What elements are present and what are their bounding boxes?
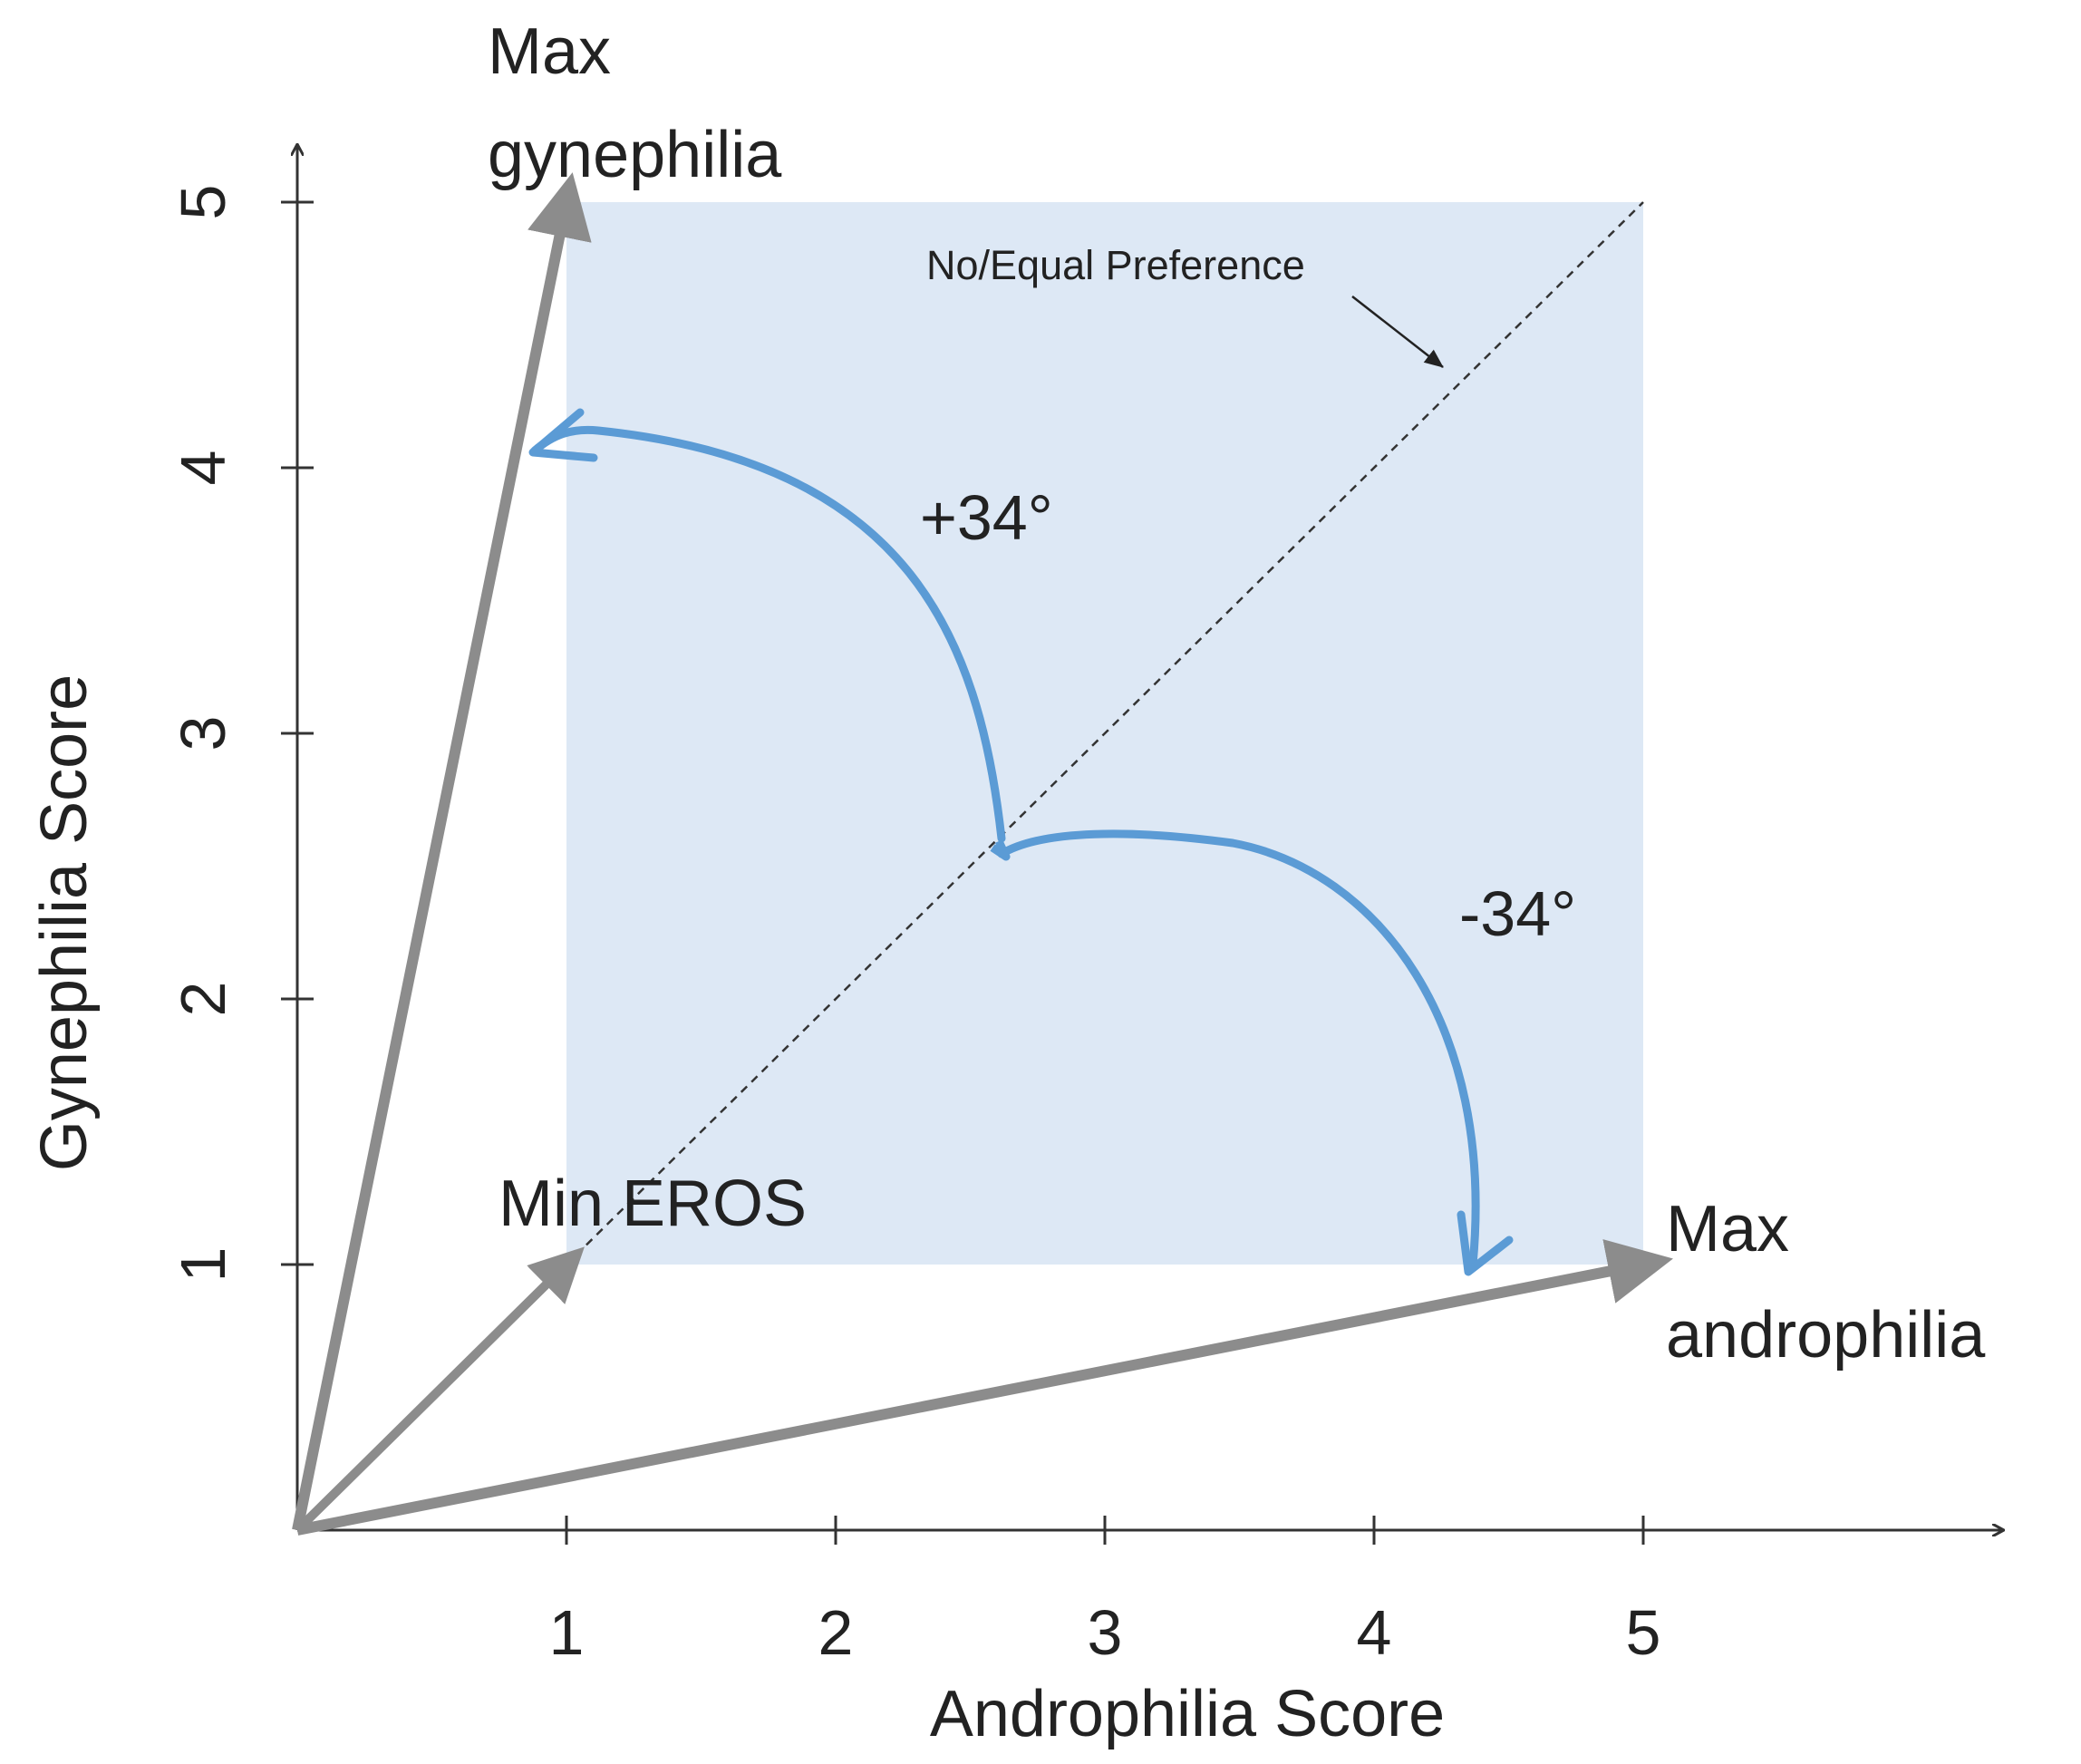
max-gynephilia-vector [292,172,592,1532]
vectors [292,172,1673,1536]
y-tick-label: 3 [168,716,238,751]
x-tick-label: 3 [1088,1597,1123,1668]
equal-preference-line [296,201,1644,1531]
axes: 1 2 3 4 5 1 2 3 4 5 [168,145,2003,1668]
min-eros-label: Min EROS [498,1168,807,1240]
equal-preference-label: No/Equal Preference [926,242,1305,288]
arc-junction [990,839,1011,861]
x-tick-label: 5 [1626,1597,1661,1668]
min-eros-vector [294,1246,585,1534]
x-axis-ticks: 1 2 3 4 5 [549,1516,1661,1668]
plus-34-label: +34° [920,482,1053,553]
minus-34-arrowhead [1457,1210,1514,1276]
y-tick-label: 5 [168,185,238,220]
y-tick-label: 4 [168,451,238,486]
equal-preference-pointer [1351,296,1444,368]
minus-34-arc [997,829,1480,1269]
y-tick-label: 1 [168,1247,238,1283]
y-tick-label: 2 [168,982,238,1017]
plus-34-arc [530,425,1006,843]
x-tick-label: 2 [818,1597,854,1668]
y-axis-title: Gynephilia Score [28,674,101,1171]
max-androphilia-label: Max [1666,1193,1789,1265]
max-gynephilia-label: Max [488,15,611,88]
y-axis-ticks: 1 2 3 4 5 [168,185,314,1283]
max-androphilia-vector [295,1239,1673,1536]
max-gynephilia-label-line2: gynephilia [488,119,782,191]
x-tick-label: 4 [1357,1597,1392,1668]
plus-34-arrowhead [528,408,598,462]
minus-34-label: -34° [1459,878,1576,949]
max-androphilia-label-line2: androphilia [1666,1299,1986,1371]
x-axis-title: Androphilia Score [930,1678,1445,1750]
x-tick-label: 1 [549,1597,585,1668]
